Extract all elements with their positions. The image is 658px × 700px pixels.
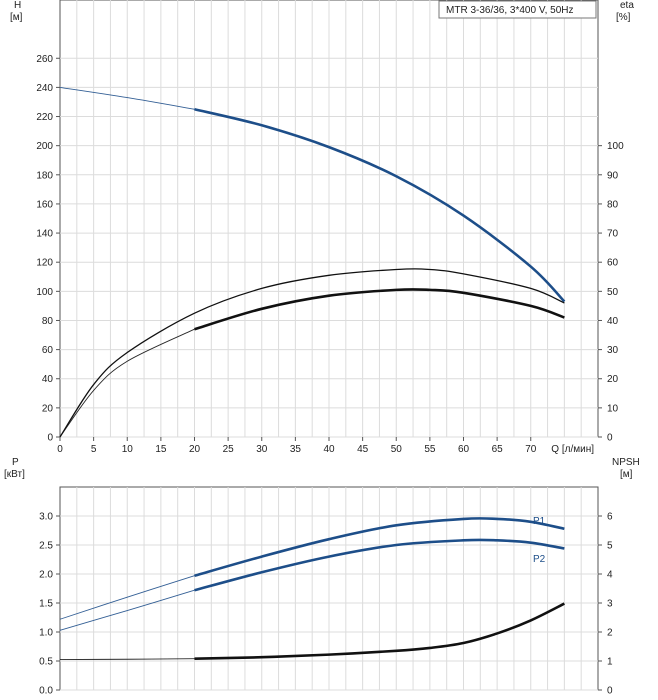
left-tick-label: 120 (36, 258, 53, 269)
right-tick-label: 100 (607, 141, 624, 152)
left-tick-label: 80 (42, 316, 54, 327)
bottom-panel: 0.0 0.5 1.0 1.5 2.0 2.5 3.0 0 1 2 3 4 5 6 P [кВт] NP… (4, 457, 640, 697)
title-box-frame (438, 0, 597, 19)
series-line-NPSH-extrapolated (59, 658, 195, 660)
left-tick-label: 0 (47, 433, 53, 444)
left-tick-label: 100 (36, 287, 53, 298)
left-tick-label: 140 (36, 229, 53, 240)
bottom-right-axis-ticks: 0 1 2 3 4 5 6 (598, 512, 613, 697)
right-tick-label: 20 (607, 374, 619, 385)
right-tick-label: 1 (607, 657, 613, 668)
left-tick-label: 1.5 (39, 599, 53, 610)
x-axis-title: Q [л/мин] (551, 444, 594, 455)
right-tick-label: 60 (607, 258, 619, 269)
series-line-eta_1 (59, 268, 565, 438)
left-tick-label: 0.0 (39, 686, 53, 697)
bottom-series (59, 517, 565, 660)
left-tick-label: 2.5 (39, 541, 53, 552)
top-left-axis-title-2: [м] (10, 12, 23, 23)
left-tick-label: 0.5 (39, 657, 53, 668)
left-tick-label: 240 (36, 83, 53, 94)
x-tick-label: 45 (357, 444, 369, 455)
top-grid (60, 0, 598, 438)
series-line-H-extrapolated (59, 86, 195, 110)
left-tick-label: 1.0 (39, 628, 53, 639)
top-right-axis-title-2: [%] (616, 12, 631, 23)
top-left-axis-title-1: H (14, 0, 21, 11)
left-tick-label: 160 (36, 199, 53, 210)
right-tick-label: 70 (607, 229, 619, 240)
right-tick-label: 40 (607, 316, 619, 327)
x-tick-label: 70 (525, 444, 537, 455)
series-line-NPSH (194, 602, 565, 660)
x-tick-label: 25 (223, 444, 235, 455)
left-tick-label: 3.0 (39, 512, 53, 523)
bottom-left-axis-title-1: P (12, 457, 19, 468)
series-line-eta_2-extrapolated (59, 328, 195, 438)
right-tick-label: 90 (607, 170, 619, 181)
right-tick-label: 6 (607, 512, 613, 523)
top-x-axis-ticks: 0 5 10 15 20 25 30 35 40 45 50 55 60 65 70 Q [л/мин] (57, 437, 594, 455)
left-tick-label: 60 (42, 345, 54, 356)
top-series (59, 86, 566, 438)
right-tick-label: 80 (607, 199, 619, 210)
x-tick-label: 55 (424, 444, 436, 455)
series-line-eta_2 (194, 288, 565, 331)
left-tick-label: 20 (42, 403, 54, 414)
x-tick-label: 20 (189, 444, 201, 455)
left-tick-label: 40 (42, 374, 54, 385)
x-tick-label: 50 (391, 444, 403, 455)
bottom-right-axis-title-2: [м] (620, 469, 633, 480)
left-tick-label: 2.0 (39, 570, 53, 581)
right-tick-label: 50 (607, 287, 619, 298)
series-line-P1 (194, 517, 565, 577)
right-tick-label: 5 (607, 541, 613, 552)
left-tick-label: 200 (36, 141, 53, 152)
x-tick-label: 30 (256, 444, 268, 455)
title-box: MTR 3-36/36, 3*400 V, 50Hz (438, 0, 597, 19)
right-tick-label: 4 (607, 570, 613, 581)
top-left-axis-ticks: 0 20 40 60 80 100 120 140 160 180 200 220 240 260 (36, 54, 60, 444)
chart-title: MTR 3-36/36, 3*400 V, 50Hz (446, 5, 573, 16)
x-tick-label: 35 (290, 444, 302, 455)
series-line-P1-extrapolated (59, 575, 195, 620)
series-line-P2 (194, 538, 565, 592)
left-tick-label: 220 (36, 112, 53, 123)
top-right-axis-title-1: eta (620, 0, 634, 11)
right-tick-label: 0 (607, 433, 613, 444)
left-tick-label: 180 (36, 170, 53, 181)
left-tick-label: 260 (36, 54, 53, 65)
bottom-right-axis-title-1: NPSH (612, 457, 640, 468)
x-tick-label: 5 (91, 444, 97, 455)
x-tick-label: 15 (155, 444, 167, 455)
right-tick-label: 30 (607, 345, 619, 356)
x-tick-label: 10 (122, 444, 134, 455)
top-right-axis-ticks: 0 10 20 30 40 50 60 70 80 90 100 (598, 141, 624, 444)
p2-label: P2 (533, 554, 546, 565)
bottom-left-axis-title-2: [кВт] (4, 469, 25, 480)
right-tick-label: 10 (607, 403, 619, 414)
series-line-P2-extrapolated (59, 589, 195, 631)
x-tick-label: 0 (57, 444, 63, 455)
right-tick-label: 0 (607, 686, 613, 697)
bottom-left-axis-ticks: 0.0 0.5 1.0 1.5 2.0 2.5 3.0 (39, 512, 60, 697)
right-tick-label: 3 (607, 599, 613, 610)
x-tick-label: 40 (323, 444, 335, 455)
p1-label: P1 (533, 516, 546, 527)
series-line-H (194, 107, 566, 303)
right-tick-label: 2 (607, 628, 613, 639)
x-tick-label: 65 (492, 444, 504, 455)
x-tick-label: 60 (458, 444, 470, 455)
